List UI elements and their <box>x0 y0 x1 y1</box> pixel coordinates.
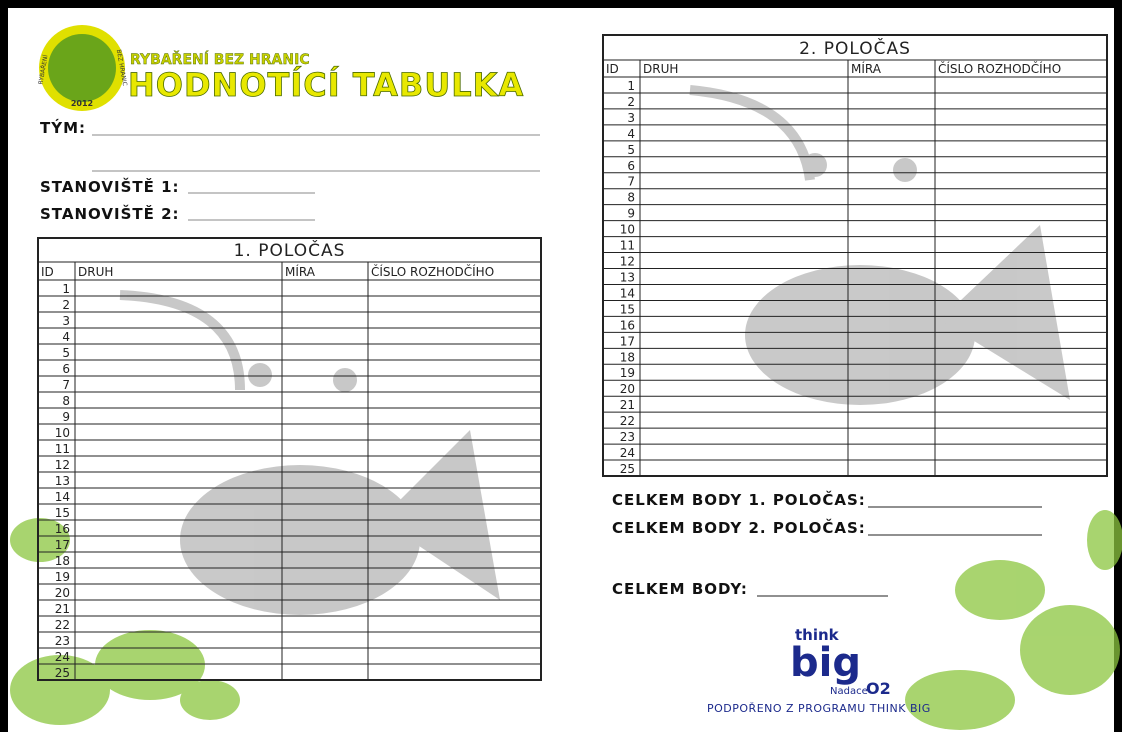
total-label: CELKEM BODY 1. POLOČAS: <box>612 490 866 509</box>
field-label: STANOVIŠTĚ 1: <box>40 177 180 196</box>
row-id: 17 <box>55 538 70 552</box>
row-id: 18 <box>620 350 635 364</box>
row-id: 25 <box>620 462 635 476</box>
row-id: 20 <box>620 382 635 396</box>
row-id: 8 <box>627 191 635 205</box>
table-frame <box>37 237 542 681</box>
total-label: CELKEM BODY: <box>612 580 748 598</box>
logo-center <box>48 34 116 102</box>
row-id: 23 <box>55 634 70 648</box>
row-id: 1 <box>627 79 635 93</box>
row-id: 18 <box>55 554 70 568</box>
row-id: 17 <box>620 334 635 348</box>
row-id: 22 <box>55 618 70 632</box>
row-id: 6 <box>627 159 635 173</box>
row-id: 19 <box>620 366 635 380</box>
column-header: ID <box>41 265 54 279</box>
row-id: 3 <box>62 314 70 328</box>
title: HODNOTÍCÍ TABULKA <box>128 66 524 104</box>
row-id: 12 <box>620 255 635 269</box>
row-id: 9 <box>627 207 635 221</box>
row-id: 16 <box>55 522 70 536</box>
row-id: 5 <box>62 346 70 360</box>
table-frame <box>602 34 1108 477</box>
column-header: MÍRA <box>285 264 316 279</box>
row-id: 4 <box>62 330 70 344</box>
row-id: 24 <box>620 446 635 460</box>
column-header: ČÍSLO ROZHODČÍHO <box>371 264 494 279</box>
row-id: 21 <box>55 602 70 616</box>
table-title: 1. POLOČAS <box>234 239 346 261</box>
sponsor-big: big <box>790 640 861 686</box>
row-id: 2 <box>627 95 635 109</box>
field-label: TÝM: <box>40 118 86 137</box>
sponsor-think: think <box>795 626 840 644</box>
column-header: DRUH <box>78 265 113 279</box>
row-id: 23 <box>620 430 635 444</box>
total-label: CELKEM BODY 2. POLOČAS: <box>612 518 866 537</box>
row-id: 25 <box>55 666 70 680</box>
row-id: 12 <box>55 458 70 472</box>
row-id: 14 <box>55 490 70 504</box>
column-header: ID <box>606 62 619 76</box>
row-id: 6 <box>62 362 70 376</box>
row-id: 7 <box>627 175 635 189</box>
row-id: 9 <box>62 410 70 424</box>
row-id: 10 <box>620 223 635 237</box>
row-id: 22 <box>620 414 635 428</box>
row-id: 4 <box>627 127 635 141</box>
row-id: 21 <box>620 398 635 412</box>
sponsor-note: PODPOŘENO Z PROGRAMU THINK BIG <box>707 702 931 715</box>
row-id: 14 <box>620 286 635 300</box>
row-id: 10 <box>55 426 70 440</box>
row-id: 8 <box>62 394 70 408</box>
column-header: DRUH <box>643 62 678 76</box>
subtitle: RYBAŘENÍ BEZ HRANIC <box>130 51 310 68</box>
row-id: 5 <box>627 143 635 157</box>
row-id: 2 <box>62 298 70 312</box>
field-label: STANOVIŠTĚ 2: <box>40 204 180 223</box>
row-id: 13 <box>55 474 70 488</box>
sponsor-brand: O2 <box>866 679 891 698</box>
row-id: 20 <box>55 586 70 600</box>
sponsor-foundation: Nadace <box>830 686 868 697</box>
column-header: MÍRA <box>851 61 882 76</box>
row-id: 15 <box>55 506 70 520</box>
table-title: 2. POLOČAS <box>799 37 911 59</box>
column-header: ČÍSLO ROZHODČÍHO <box>938 61 1061 76</box>
leaves <box>10 510 1122 730</box>
row-id: 16 <box>620 318 635 332</box>
row-id: 15 <box>620 302 635 316</box>
row-id: 3 <box>627 111 635 125</box>
row-id: 1 <box>62 282 70 296</box>
row-id: 11 <box>620 239 635 253</box>
row-id: 13 <box>620 270 635 284</box>
row-id: 11 <box>55 442 70 456</box>
row-id: 19 <box>55 570 70 584</box>
row-id: 7 <box>62 378 70 392</box>
row-id: 24 <box>55 650 70 664</box>
logo-year: 2012 <box>71 99 93 108</box>
